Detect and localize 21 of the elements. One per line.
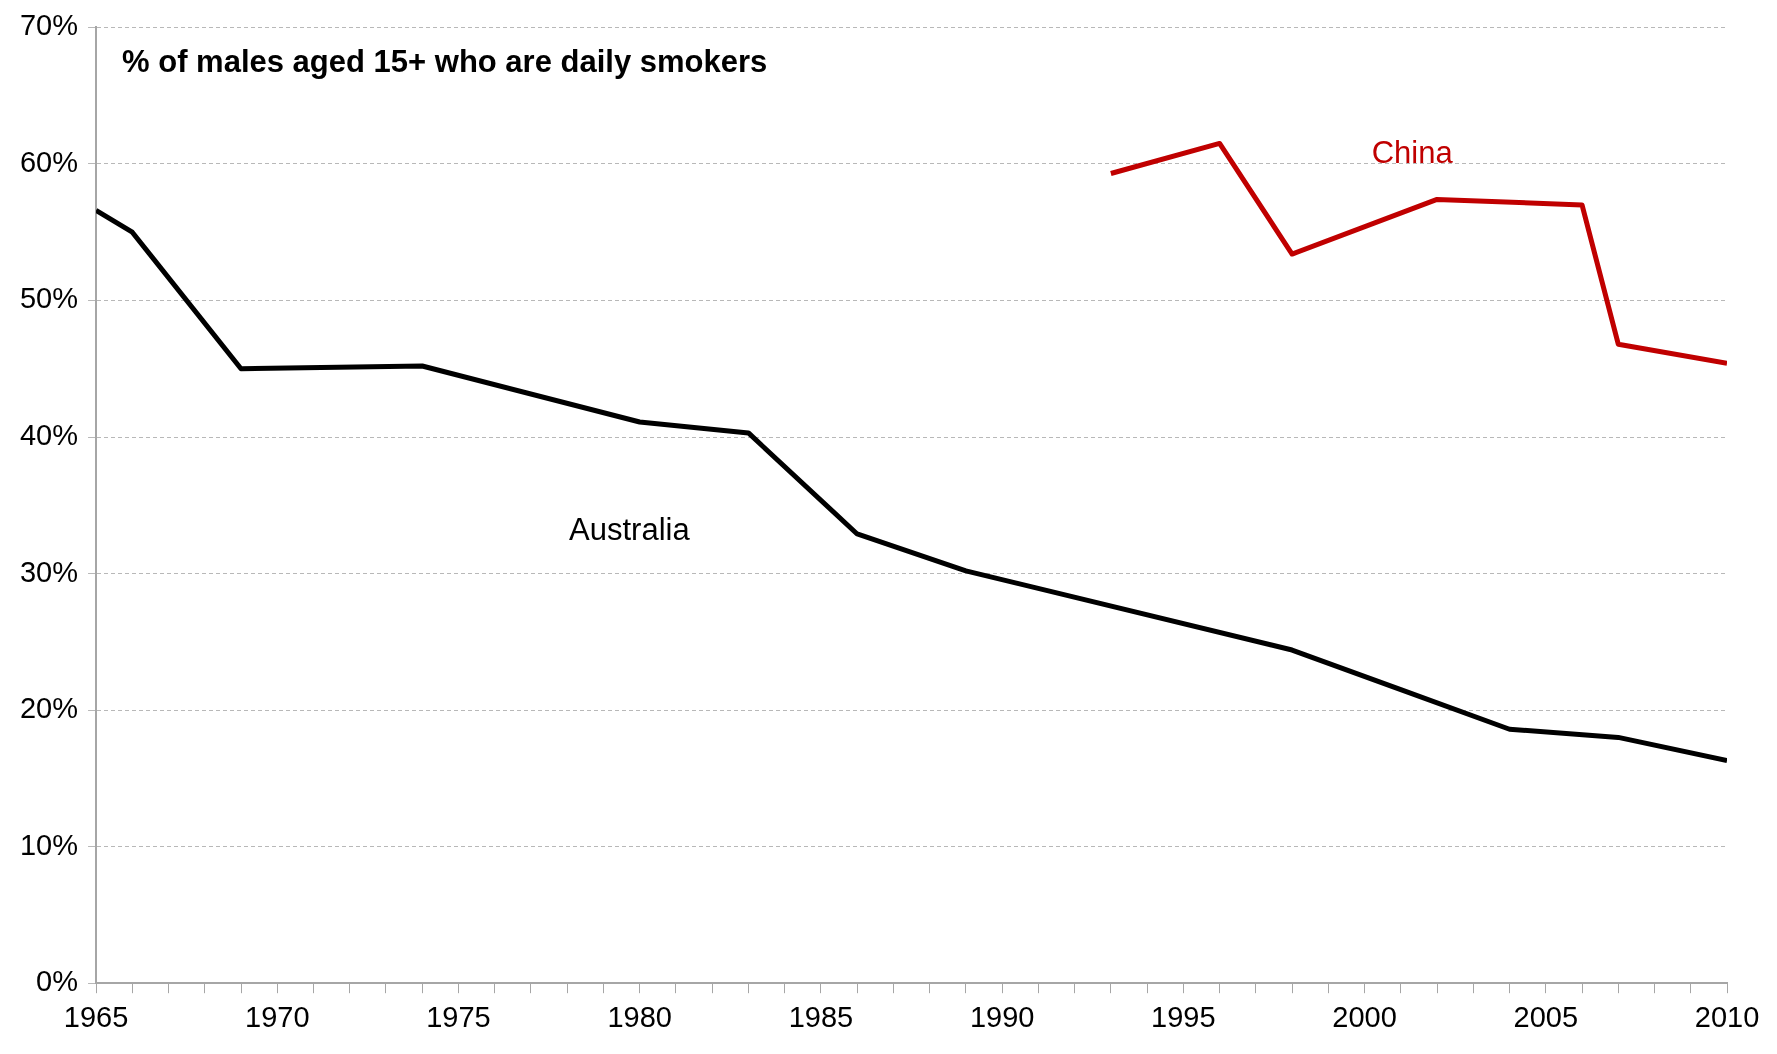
series-label: China — [1371, 135, 1454, 171]
x-tick-label: 1995 — [1151, 1000, 1216, 1033]
x-tick-label: 2005 — [1513, 1000, 1579, 1033]
y-tick-label: 10% — [20, 828, 79, 861]
x-tick-label: 1985 — [788, 1000, 854, 1033]
text: Australia — [569, 511, 691, 547]
x-tick-label: 2000 — [1332, 1000, 1397, 1033]
y-tick-label: 0% — [36, 965, 79, 998]
y-tick-label: 60% — [20, 145, 79, 178]
y-tick-label: 20% — [20, 692, 79, 725]
y-tick-label: 50% — [20, 282, 79, 315]
x-tick-label: 2010 — [1694, 1000, 1760, 1033]
x-tick-label: 1975 — [426, 1000, 491, 1033]
y-tick-label: 40% — [20, 419, 79, 452]
text: % of males aged 15+ who are daily smokers — [122, 43, 768, 79]
y-tick-label: 70% — [20, 9, 79, 42]
x-tick-label: 1990 — [969, 1000, 1035, 1033]
x-tick-label: 1980 — [607, 1000, 672, 1033]
x-tick-label: 1965 — [63, 1000, 129, 1033]
x-tick-label: 1970 — [245, 1000, 310, 1033]
y-tick-label: 30% — [20, 555, 79, 588]
